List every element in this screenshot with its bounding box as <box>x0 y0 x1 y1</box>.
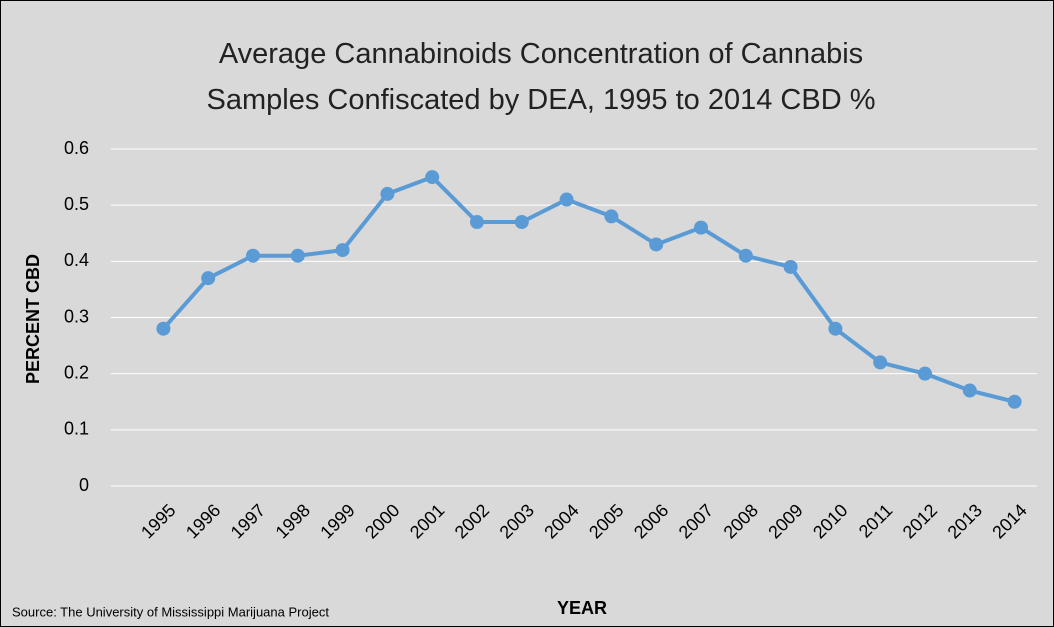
x-tick-label: 2009 <box>764 500 806 542</box>
x-tick-label: 1997 <box>227 500 269 542</box>
x-tick-label: 2008 <box>720 500 762 542</box>
x-tick-label: 2013 <box>944 500 986 542</box>
x-tick-label: 2003 <box>496 500 538 542</box>
data-point <box>514 215 529 230</box>
y-axis-label: PERCENT CBD <box>23 254 43 384</box>
x-tick-label: 2005 <box>585 500 627 542</box>
x-tick-label: 1995 <box>137 500 179 542</box>
x-tick-label: 2012 <box>899 500 941 542</box>
data-point <box>201 271 216 286</box>
y-tick-label: 0.4 <box>64 250 89 270</box>
data-point <box>470 215 484 230</box>
data-line <box>161 175 1016 404</box>
x-tick-label: 2014 <box>988 500 1030 542</box>
x-tick-label: 1996 <box>182 500 224 542</box>
data-point <box>425 170 440 185</box>
y-tick-label: 0.3 <box>64 306 89 326</box>
x-tick-label: 2010 <box>809 500 851 542</box>
x-axis-label: YEAR <box>557 598 607 618</box>
x-tick-label: 2002 <box>451 500 493 542</box>
data-point <box>246 248 260 263</box>
data-point <box>694 220 708 235</box>
data-point <box>918 366 932 381</box>
data-point <box>828 321 843 336</box>
x-tick-label: 2001 <box>406 500 448 542</box>
data-point <box>290 248 305 263</box>
data-point <box>783 259 798 274</box>
data-point <box>873 355 888 370</box>
x-tick-label: 2000 <box>361 500 403 542</box>
data-point <box>559 192 574 207</box>
data-point <box>962 383 977 398</box>
y-tick-label: 0.5 <box>64 194 89 214</box>
y-tick-label: 0.2 <box>64 362 89 382</box>
x-tick-label: 2004 <box>540 500 582 542</box>
data-point <box>1007 394 1022 409</box>
data-point <box>335 243 350 258</box>
data-point <box>738 248 753 263</box>
data-point <box>604 209 619 224</box>
data-point <box>649 237 664 252</box>
data-point <box>156 321 171 336</box>
x-tick-label: 1999 <box>316 500 358 542</box>
x-tick-label: 2011 <box>855 500 897 542</box>
y-tick-label: 0.6 <box>64 138 89 158</box>
data-point <box>380 186 395 201</box>
source-note: Source: The University of Mississippi Ma… <box>12 604 329 619</box>
x-tick-label: 1998 <box>272 500 314 542</box>
y-tick-label: 0.1 <box>64 419 89 439</box>
x-tick-label: 2007 <box>675 500 717 542</box>
x-tick-label: 2006 <box>630 500 672 542</box>
y-tick-label: 0 <box>79 475 89 495</box>
chart-title: Average Cannabinoids Concentration of Ca… <box>206 38 876 116</box>
